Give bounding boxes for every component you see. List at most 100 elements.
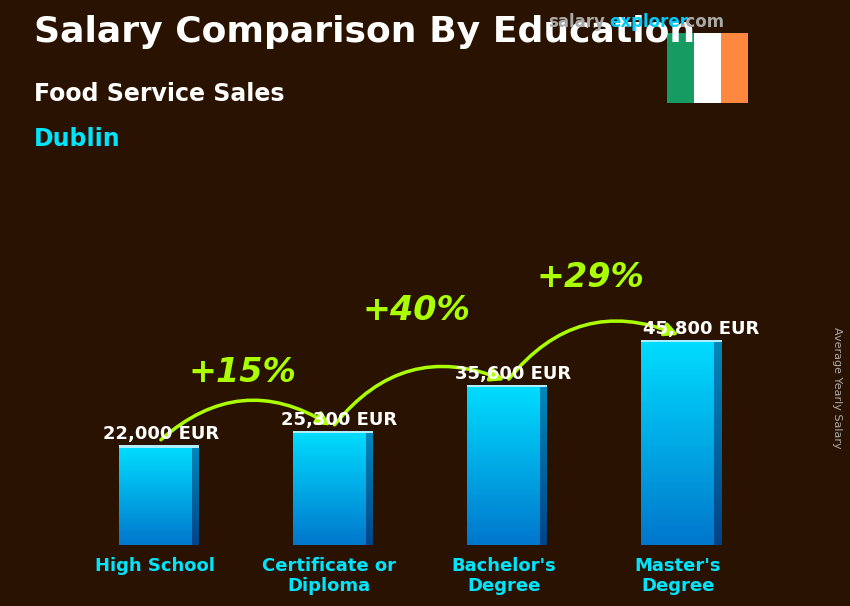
Bar bbox=[293, 527, 366, 528]
Bar bbox=[641, 349, 714, 352]
Bar bbox=[714, 505, 722, 508]
Bar bbox=[641, 342, 714, 345]
Bar bbox=[641, 464, 714, 467]
Bar bbox=[467, 514, 540, 516]
Text: +40%: +40% bbox=[362, 294, 471, 327]
Bar bbox=[641, 525, 714, 528]
Bar bbox=[119, 493, 192, 495]
Bar bbox=[540, 453, 547, 456]
Bar bbox=[714, 518, 722, 522]
Bar bbox=[540, 477, 547, 479]
Bar bbox=[293, 538, 366, 540]
Bar bbox=[714, 352, 722, 356]
Bar bbox=[540, 532, 547, 535]
Bar bbox=[119, 481, 192, 482]
Bar bbox=[192, 487, 199, 488]
Bar bbox=[641, 369, 714, 373]
Bar bbox=[192, 474, 199, 476]
Bar bbox=[641, 352, 714, 356]
Bar bbox=[293, 489, 366, 491]
Bar bbox=[714, 437, 722, 441]
Bar bbox=[467, 435, 540, 438]
Text: 45,800 EUR: 45,800 EUR bbox=[643, 319, 759, 338]
Bar bbox=[192, 459, 199, 461]
Bar bbox=[641, 403, 714, 407]
Bar bbox=[192, 495, 199, 496]
Bar bbox=[119, 454, 192, 456]
Text: Dublin: Dublin bbox=[34, 127, 121, 152]
Bar bbox=[641, 383, 714, 386]
Bar bbox=[540, 406, 547, 408]
Bar bbox=[192, 462, 199, 464]
Bar bbox=[119, 484, 192, 485]
Bar bbox=[366, 463, 373, 465]
Bar bbox=[366, 489, 373, 491]
Bar bbox=[366, 502, 373, 504]
Bar bbox=[293, 540, 366, 542]
Bar bbox=[192, 491, 199, 493]
Bar bbox=[714, 345, 722, 349]
Bar bbox=[293, 528, 366, 530]
FancyArrowPatch shape bbox=[335, 367, 501, 425]
Bar bbox=[192, 477, 199, 479]
Bar bbox=[714, 427, 722, 430]
Bar bbox=[467, 459, 540, 461]
Bar bbox=[293, 431, 373, 433]
Bar bbox=[641, 454, 714, 458]
Bar bbox=[714, 522, 722, 525]
Bar bbox=[467, 503, 540, 506]
Bar bbox=[540, 461, 547, 464]
Bar bbox=[293, 478, 366, 480]
Bar bbox=[366, 482, 373, 484]
Bar bbox=[119, 485, 192, 487]
Bar bbox=[540, 398, 547, 401]
Bar bbox=[714, 413, 722, 417]
FancyArrowPatch shape bbox=[509, 321, 675, 379]
Text: .com: .com bbox=[679, 13, 724, 32]
Bar bbox=[467, 401, 540, 403]
Bar bbox=[714, 488, 722, 491]
Bar bbox=[192, 482, 199, 484]
Bar bbox=[192, 521, 199, 522]
Bar bbox=[540, 414, 547, 416]
Bar bbox=[192, 469, 199, 470]
Bar bbox=[366, 435, 373, 437]
Bar bbox=[119, 536, 192, 538]
Bar bbox=[192, 529, 199, 531]
Bar bbox=[192, 456, 199, 458]
Bar bbox=[192, 464, 199, 465]
Bar bbox=[293, 493, 366, 495]
Bar bbox=[714, 532, 722, 535]
Bar bbox=[293, 513, 366, 516]
Bar bbox=[119, 469, 192, 470]
Bar bbox=[540, 432, 547, 435]
Bar bbox=[467, 464, 540, 467]
Bar bbox=[641, 532, 714, 535]
Bar bbox=[119, 474, 192, 476]
Bar bbox=[714, 498, 722, 501]
Bar bbox=[714, 393, 722, 396]
Bar bbox=[540, 438, 547, 440]
Bar bbox=[119, 470, 192, 472]
Bar bbox=[119, 495, 192, 496]
Bar bbox=[192, 527, 199, 529]
Bar bbox=[366, 510, 373, 511]
Bar bbox=[366, 454, 373, 456]
Bar bbox=[714, 444, 722, 447]
Bar bbox=[540, 408, 547, 411]
Bar bbox=[366, 534, 373, 536]
Bar bbox=[714, 390, 722, 393]
Bar bbox=[192, 541, 199, 542]
Bar bbox=[467, 506, 540, 508]
Bar bbox=[641, 528, 714, 532]
Bar bbox=[714, 515, 722, 518]
Bar bbox=[641, 379, 714, 383]
Bar bbox=[366, 461, 373, 463]
Bar bbox=[467, 422, 540, 424]
Bar bbox=[641, 400, 714, 403]
Bar bbox=[540, 424, 547, 427]
Bar bbox=[641, 396, 714, 400]
Bar bbox=[714, 356, 722, 359]
Bar bbox=[192, 451, 199, 453]
Bar bbox=[293, 452, 366, 454]
